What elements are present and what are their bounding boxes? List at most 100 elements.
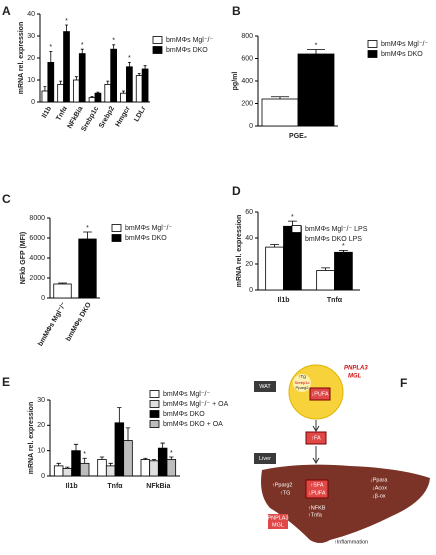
y-tick-label: 20 [27,55,35,62]
liver-pnpla3: PNPLA3 [267,515,288,521]
liver-tg: ↑TG [280,490,290,496]
pufa: ↓PUFA [311,391,328,397]
bar [53,465,64,477]
bar [78,53,86,103]
bar [53,283,72,299]
srebp: Srebp1c [295,380,310,385]
panel-letter: B [232,4,241,18]
y-tick-label: 400 [241,78,253,85]
y-tick-label: 8000 [29,215,45,222]
error-bar [137,73,141,76]
nfkb: ↑NFKB [308,505,326,511]
x-tick-label: bmMΦs DKO [65,301,93,343]
error-bar [270,244,280,248]
y-tick-label: 10 [37,448,45,455]
legend-label: bmMΦs DKO [125,235,167,242]
bar [47,62,55,103]
error-bar [49,51,53,63]
x-tick-label: Srebp2 [98,105,116,129]
bar [72,79,80,103]
legend-swatch [149,420,160,428]
legend-label: bmMΦs DKO [166,47,208,54]
bar [71,450,81,477]
error-bar [321,267,331,271]
y-tick-label: 6000 [29,235,45,242]
y-tick-label: 0 [249,123,253,130]
fa: ↑FA [311,435,321,441]
error-bar [160,442,165,449]
y-tick-label: 10 [27,77,35,84]
panel-letter: D [232,184,241,198]
y-tick-label: 30 [37,397,45,404]
panel-letter: E [2,375,10,389]
bar [261,98,299,127]
legend-label: bmMΦs DKO [163,411,205,418]
error-bar [271,96,289,99]
y-tick-label: 30 [27,33,35,40]
error-bar [65,24,68,32]
legend-swatch [149,400,160,408]
y-tick-label: 2000 [29,275,45,282]
red-label [268,514,288,529]
significance: * [315,42,318,49]
x-tick-label: bmMΦs Mgl⁻/⁻ [37,301,68,347]
legend-label: bmMΦs Mgl⁻/⁻ [125,225,173,232]
legend-swatch [152,36,163,44]
error-bar [117,407,122,423]
bar [120,92,127,103]
liver-pufa: ↓PUFA [308,490,325,496]
error-bar [58,282,67,284]
y-tick-label: 40 [27,11,35,18]
legend-label: bmMΦs Mgl⁻/⁻ [166,37,214,44]
liver-label: Liver [259,456,271,462]
y-tick-label: 0 [31,99,35,106]
y-tick-label: 600 [241,55,253,62]
bar [157,447,168,477]
x-tick-label: PGE₂ [289,133,307,140]
nucleus [293,374,311,392]
legend-label: bmMΦs DKO + OA [163,421,223,428]
bar [114,422,125,477]
ppara: ↓Ppara [370,477,388,483]
bar [94,92,102,103]
bar [110,48,118,103]
bar [88,97,96,103]
significance: * [342,243,345,250]
y-tick-label: 40 [245,235,253,242]
liver-box [254,453,276,464]
error-bar [307,49,325,54]
x-tick-label: NFkBia [146,483,170,490]
legend-swatch [111,234,122,242]
legend-swatch [152,46,163,54]
significance: * [65,18,68,25]
y-tick-label: 20 [37,422,45,429]
sfa: ↑SFA [310,482,323,488]
error-bar [43,86,47,91]
bar [105,465,116,477]
liver-pparg: ↑Pparg2 [272,482,293,488]
error-bar [59,80,63,85]
error-bar [122,90,125,94]
bar [141,68,149,103]
significance: * [112,38,115,45]
error-bar [65,466,70,469]
bar [62,467,73,477]
y-tick-label: 4000 [29,255,45,262]
error-bar [106,80,110,85]
x-tick-label: Il1b [277,297,289,304]
bar [123,440,133,477]
bar [135,75,143,103]
error-bar [90,96,94,98]
x-tick-label: Il1b [41,105,53,119]
legend-swatch [291,225,302,233]
pnpla3: PNPLA3 [344,366,368,372]
bar [104,84,112,103]
legend-swatch [367,50,378,58]
tnfa: ↑Tnfa [308,512,323,518]
legend-swatch [291,235,302,243]
tg: ↑Tg [298,374,306,379]
significance: * [81,42,84,49]
x-tick-label: Tnfα [107,483,123,490]
error-bar [99,456,105,460]
y-axis-label: mRNA rel. expression [18,22,25,95]
